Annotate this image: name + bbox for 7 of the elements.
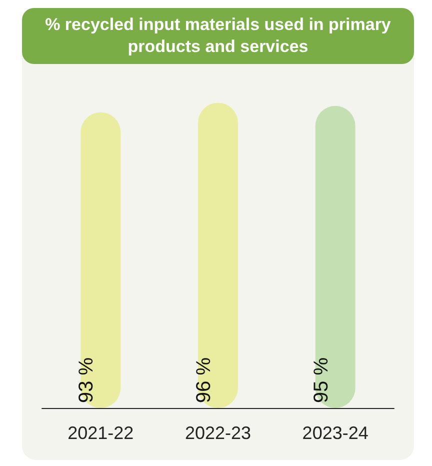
x-tick-label: 2023-24 [302,423,368,443]
data-label: 95 % [310,357,332,403]
chart-title: % recycled input materials used in primary products and services [22,8,414,64]
x-tick-label: 2022-23 [184,423,252,443]
data-label: 96 % [193,357,215,403]
data-label: 93 % [76,357,98,403]
x-tick-label: 2021-22 [68,423,134,443]
